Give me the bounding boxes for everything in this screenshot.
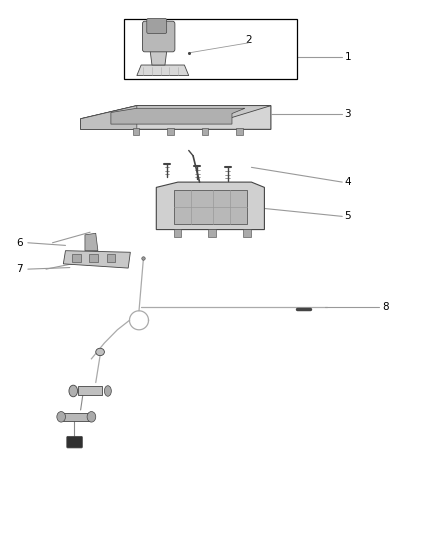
Bar: [208, 229, 216, 238]
Text: 4: 4: [344, 177, 351, 187]
Bar: [167, 128, 173, 135]
FancyBboxPatch shape: [67, 437, 82, 448]
Bar: [173, 229, 181, 238]
Bar: [106, 254, 115, 262]
Ellipse shape: [104, 386, 111, 396]
Polygon shape: [78, 386, 102, 395]
Text: 6: 6: [16, 238, 22, 248]
Polygon shape: [111, 108, 245, 124]
Bar: [236, 128, 243, 135]
Polygon shape: [81, 106, 271, 119]
Bar: [72, 254, 81, 262]
Bar: [243, 229, 251, 238]
Polygon shape: [85, 233, 98, 251]
FancyBboxPatch shape: [142, 21, 175, 52]
Polygon shape: [156, 182, 265, 230]
Bar: [89, 254, 98, 262]
Bar: [202, 128, 208, 135]
Circle shape: [87, 411, 96, 422]
Text: 5: 5: [344, 212, 351, 221]
Polygon shape: [64, 413, 92, 421]
Polygon shape: [64, 251, 131, 268]
Polygon shape: [81, 106, 137, 130]
Bar: [124, 19, 297, 79]
Circle shape: [57, 411, 66, 422]
Ellipse shape: [96, 348, 104, 356]
Text: 3: 3: [344, 109, 351, 118]
Text: 2: 2: [245, 35, 252, 45]
Polygon shape: [173, 190, 247, 224]
Polygon shape: [137, 65, 189, 76]
Bar: [133, 128, 139, 135]
Polygon shape: [81, 106, 271, 130]
Text: 7: 7: [16, 264, 22, 274]
Text: 8: 8: [382, 302, 389, 312]
Polygon shape: [150, 48, 167, 65]
Text: 1: 1: [344, 52, 351, 62]
Ellipse shape: [69, 385, 78, 397]
FancyBboxPatch shape: [147, 19, 167, 34]
